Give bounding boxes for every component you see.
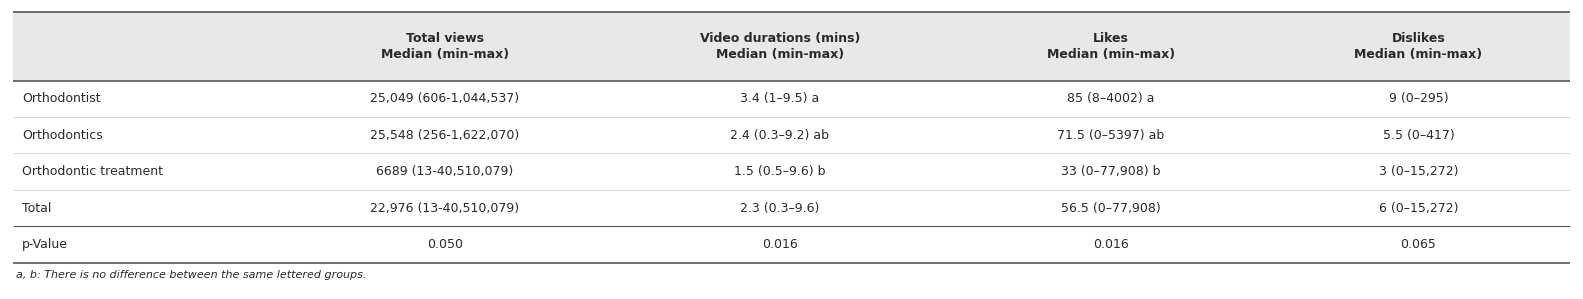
Text: 25,548 (256-1,622,070): 25,548 (256-1,622,070) xyxy=(370,129,519,142)
Text: p-Value: p-Value xyxy=(22,238,68,251)
Text: 3.4 (1–9.5) a: 3.4 (1–9.5) a xyxy=(741,92,820,105)
Text: Orthodontic treatment: Orthodontic treatment xyxy=(22,165,163,178)
Text: 0.016: 0.016 xyxy=(761,238,798,251)
Text: 33 (0–77,908) b: 33 (0–77,908) b xyxy=(1061,165,1160,178)
Text: 2.3 (0.3–9.6): 2.3 (0.3–9.6) xyxy=(741,202,820,215)
Text: Dislikes
Median (min-max): Dislikes Median (min-max) xyxy=(1355,32,1483,61)
Text: a, b: There is no difference between the same lettered groups.: a, b: There is no difference between the… xyxy=(16,270,366,280)
Text: Likes
Median (min-max): Likes Median (min-max) xyxy=(1046,32,1175,61)
Text: 6689 (13-40,510,079): 6689 (13-40,510,079) xyxy=(377,165,513,178)
Text: 3 (0–15,272): 3 (0–15,272) xyxy=(1379,165,1458,178)
Text: Orthodontics: Orthodontics xyxy=(22,129,103,142)
Text: 56.5 (0–77,908): 56.5 (0–77,908) xyxy=(1061,202,1160,215)
Bar xyxy=(13,226,1570,263)
Text: 1.5 (0.5–9.6) b: 1.5 (0.5–9.6) b xyxy=(735,165,826,178)
Text: 0.016: 0.016 xyxy=(1092,238,1129,251)
Bar xyxy=(13,81,1570,117)
Text: 2.4 (0.3–9.2) ab: 2.4 (0.3–9.2) ab xyxy=(730,129,829,142)
Bar xyxy=(13,12,1570,81)
Text: 0.065: 0.065 xyxy=(1401,238,1436,251)
Bar xyxy=(13,190,1570,226)
Text: Orthodontist: Orthodontist xyxy=(22,92,101,105)
Text: Total views
Median (min-max): Total views Median (min-max) xyxy=(382,32,510,61)
Text: Total: Total xyxy=(22,202,52,215)
Text: 71.5 (0–5397) ab: 71.5 (0–5397) ab xyxy=(1057,129,1165,142)
Bar xyxy=(13,153,1570,190)
Text: 5.5 (0–417): 5.5 (0–417) xyxy=(1382,129,1455,142)
Text: 9 (0–295): 9 (0–295) xyxy=(1388,92,1448,105)
Text: 22,976 (13-40,510,079): 22,976 (13-40,510,079) xyxy=(370,202,519,215)
Text: 85 (8–4002) a: 85 (8–4002) a xyxy=(1067,92,1154,105)
Text: 6 (0–15,272): 6 (0–15,272) xyxy=(1379,202,1458,215)
Text: Video durations (mins)
Median (min-max): Video durations (mins) Median (min-max) xyxy=(700,32,860,61)
Bar xyxy=(13,117,1570,153)
Text: 25,049 (606-1,044,537): 25,049 (606-1,044,537) xyxy=(370,92,519,105)
Text: 0.050: 0.050 xyxy=(427,238,462,251)
